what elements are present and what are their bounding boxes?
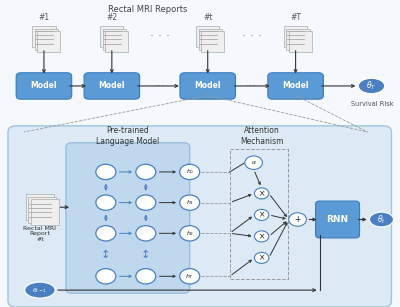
Text: · · ·: · · · — [242, 30, 262, 43]
FancyBboxPatch shape — [35, 29, 58, 50]
FancyBboxPatch shape — [100, 26, 124, 47]
Text: $h_{T}$: $h_{T}$ — [185, 272, 194, 281]
FancyBboxPatch shape — [28, 197, 56, 223]
Text: #1: #1 — [38, 13, 50, 22]
FancyBboxPatch shape — [289, 31, 312, 52]
Text: Attention
Mechanism: Attention Mechanism — [240, 126, 283, 146]
Ellipse shape — [370, 212, 394, 227]
FancyBboxPatch shape — [268, 73, 323, 99]
Circle shape — [136, 269, 156, 284]
Circle shape — [254, 231, 269, 242]
Text: Model: Model — [194, 81, 221, 91]
Text: $\theta_t$: $\theta_t$ — [377, 213, 386, 226]
FancyBboxPatch shape — [180, 73, 236, 99]
Text: #T: #T — [290, 13, 301, 22]
Text: Model: Model — [282, 81, 309, 91]
Text: ×: × — [258, 210, 265, 220]
Circle shape — [136, 164, 156, 180]
FancyBboxPatch shape — [284, 26, 307, 47]
Circle shape — [254, 252, 269, 263]
FancyBboxPatch shape — [16, 73, 72, 99]
Text: +: + — [294, 215, 301, 224]
Text: ↕: ↕ — [141, 250, 150, 260]
Text: $\theta_{t-1}$: $\theta_{t-1}$ — [32, 286, 48, 294]
Text: $\alpha$: $\alpha$ — [251, 159, 257, 166]
Ellipse shape — [25, 282, 55, 298]
FancyBboxPatch shape — [32, 26, 56, 47]
Text: Model: Model — [31, 81, 57, 91]
FancyBboxPatch shape — [66, 143, 190, 293]
Text: ···: ··· — [154, 81, 165, 91]
Text: $h_{1}$: $h_{1}$ — [186, 198, 194, 207]
FancyBboxPatch shape — [201, 31, 224, 52]
Circle shape — [254, 188, 269, 199]
Text: ×: × — [258, 232, 265, 241]
Text: #t: #t — [203, 13, 212, 22]
FancyBboxPatch shape — [198, 29, 222, 50]
Text: ···: ··· — [246, 81, 257, 91]
Text: Survival Risk: Survival Risk — [351, 101, 394, 107]
Text: $h_{0}$: $h_{0}$ — [186, 168, 194, 176]
Circle shape — [96, 269, 116, 284]
Circle shape — [180, 164, 200, 180]
Circle shape — [96, 164, 116, 180]
Text: Rectal MRI Reports: Rectal MRI Reports — [108, 5, 188, 14]
FancyBboxPatch shape — [105, 31, 128, 52]
Text: Model: Model — [98, 81, 125, 91]
Text: ×: × — [258, 189, 265, 198]
Text: Pre-trained
Language Model: Pre-trained Language Model — [96, 126, 160, 146]
Circle shape — [180, 226, 200, 241]
FancyBboxPatch shape — [286, 29, 310, 50]
Circle shape — [289, 213, 306, 226]
FancyBboxPatch shape — [196, 26, 219, 47]
Circle shape — [136, 195, 156, 210]
Ellipse shape — [358, 78, 385, 94]
FancyBboxPatch shape — [31, 199, 59, 225]
FancyBboxPatch shape — [84, 73, 140, 99]
Text: ↕: ↕ — [101, 250, 110, 260]
Text: RNN: RNN — [326, 215, 349, 224]
Text: ×: × — [258, 253, 265, 262]
Text: · · ·: · · · — [150, 30, 170, 43]
FancyBboxPatch shape — [316, 201, 360, 238]
Text: Rectal MRI
Report
#t: Rectal MRI Report #t — [24, 226, 56, 242]
FancyBboxPatch shape — [103, 29, 126, 50]
Circle shape — [136, 226, 156, 241]
Circle shape — [96, 195, 116, 210]
Text: #2: #2 — [106, 13, 118, 22]
Circle shape — [245, 156, 262, 169]
FancyBboxPatch shape — [37, 31, 60, 52]
Text: $\theta_T$: $\theta_T$ — [366, 80, 377, 92]
Circle shape — [180, 269, 200, 284]
Circle shape — [180, 195, 200, 210]
FancyBboxPatch shape — [26, 194, 54, 220]
Circle shape — [254, 209, 269, 220]
Text: $h_{2}$: $h_{2}$ — [186, 229, 194, 238]
FancyBboxPatch shape — [8, 126, 392, 307]
Circle shape — [96, 226, 116, 241]
